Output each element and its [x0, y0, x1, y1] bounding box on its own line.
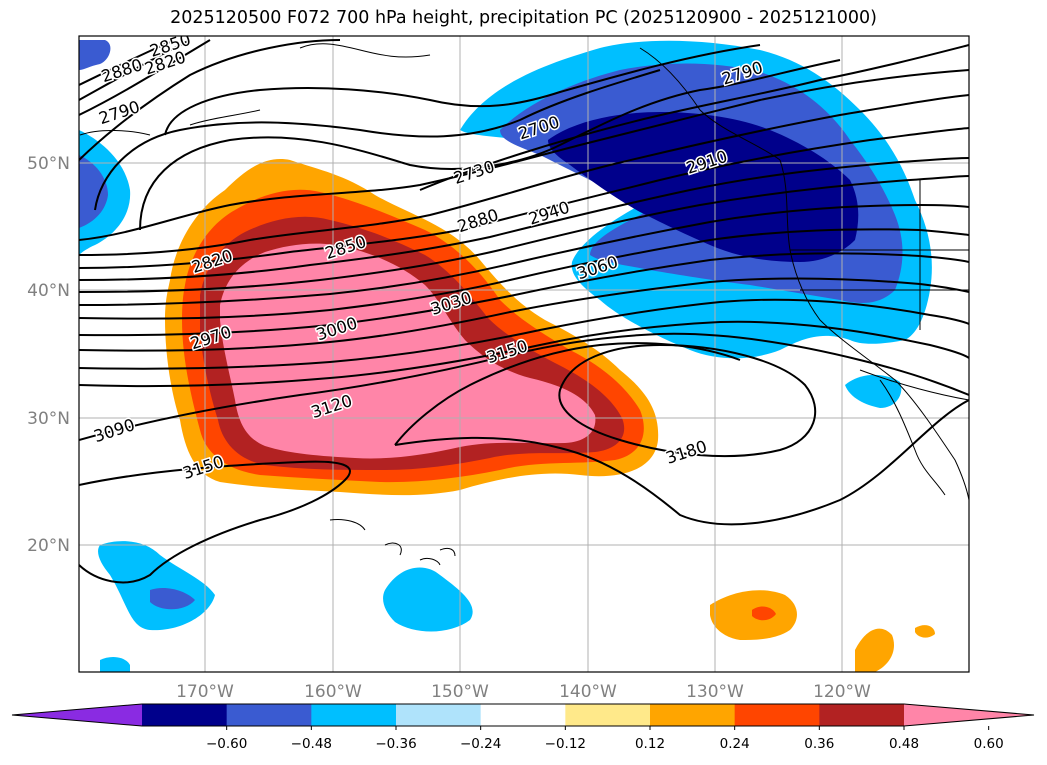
- colorbar-tick-label: −0.48: [291, 736, 332, 752]
- coastlines: [79, 43, 969, 566]
- colorbar-tick-label: 0.12: [635, 736, 665, 752]
- coast-hawaii: [329, 519, 456, 566]
- lat-label-40: 40°N: [27, 281, 70, 301]
- colorbar-tick-label: 0.60: [974, 736, 1004, 752]
- lon-label-140w: 140°W: [559, 682, 617, 702]
- precip-neg-baja: [845, 374, 902, 408]
- contour-3120: [79, 332, 969, 441]
- colorbar-segment: [480, 704, 566, 726]
- lon-label-170w: 170°W: [176, 682, 234, 702]
- contour-2880-nw: [79, 41, 171, 86]
- contour-2790-nw: [79, 39, 341, 161]
- precip-neg-sw1: [98, 541, 215, 631]
- colorbar-tick-label: −0.60: [206, 736, 247, 752]
- precip-neg-nw: [79, 40, 111, 70]
- precip-pos-se2: [855, 628, 895, 672]
- colorbar-segment: [565, 704, 651, 726]
- map-title: 2025120500 F072 700 hPa height, precipit…: [170, 8, 877, 28]
- contour-2970-mid: [79, 228, 969, 320]
- colorbar-tick-label: −0.12: [545, 736, 586, 752]
- colorbar-tick-label: −0.24: [460, 736, 501, 752]
- lat-label-30: 30°N: [27, 409, 70, 429]
- precip-neg-sw3: [100, 657, 130, 672]
- coast-baja: [879, 379, 946, 496]
- colorbar-tick-label: 0.48: [889, 736, 919, 752]
- precip-neg-w2: [79, 155, 108, 228]
- colorbar-segment: [819, 704, 905, 726]
- precip-pos-se1b: [752, 606, 776, 621]
- lon-label-150w: 150°W: [431, 682, 489, 702]
- colorbar: −0.60 −0.48 −0.36 −0.24 −0.12 0.12 0.24 0.36 0.4…: [11, 703, 1035, 752]
- contour-3090: [79, 320, 969, 388]
- colorbar-segment: [734, 704, 820, 726]
- contour-2910-mid: [79, 175, 969, 293]
- precip-pos-pink: [220, 243, 596, 459]
- lat-label-50: 50°N: [27, 154, 70, 174]
- contour-3030-mid: [79, 277, 969, 352]
- contour-3000-mid: [79, 252, 969, 337]
- height-contours: [79, 39, 969, 584]
- state-borders: [790, 180, 969, 401]
- contour-2790-e: [419, 44, 969, 191]
- precip-neg-sw2: [383, 567, 473, 632]
- contour-3060-mid: [79, 298, 969, 370]
- contour-2820-mid: [79, 94, 969, 256]
- colorbar-segment: [311, 704, 397, 726]
- coast-aleutians: [79, 43, 431, 136]
- colorbar-segment: [226, 704, 312, 726]
- colorbar-extend-low: [12, 704, 142, 726]
- contour-3180: [558, 343, 817, 458]
- lon-label-130w: 130°W: [686, 682, 744, 702]
- map-frame: [78, 35, 970, 673]
- contour-2880-mid: [79, 157, 969, 281]
- contour-low-3: [164, 44, 761, 136]
- lat-label-20: 20°N: [27, 536, 70, 556]
- colorbar-tick-label: −0.36: [375, 736, 416, 752]
- contour-2940-mid: [79, 203, 969, 306]
- longitude-labels: 170°W 160°W 150°W 140°W 130°W 120°W: [176, 682, 871, 702]
- colorbar-tick-label: 0.24: [720, 736, 750, 752]
- contour-2730: [79, 69, 969, 241]
- colorbar-segment: [396, 704, 482, 726]
- colorbar-segment: [650, 704, 736, 726]
- contour-2820-nw: [79, 39, 211, 116]
- coast-northamerica: [779, 159, 969, 501]
- colorbar-segment: [142, 704, 228, 726]
- contour-2850-mid: [79, 127, 969, 269]
- latitude-labels: 50°N 40°N 30°N 20°N: [27, 154, 70, 556]
- colorbar-extend-high: [904, 704, 1034, 726]
- precip-pos-se3: [915, 625, 935, 638]
- coast-alaska: [639, 47, 781, 161]
- contour-2850-nw: [79, 39, 191, 101]
- precip-neg-sw1b: [150, 588, 195, 610]
- colorbar-tick-label: 0.36: [804, 736, 834, 752]
- contour-3150: [79, 460, 351, 584]
- colorbar-outline: [11, 703, 1035, 727]
- lon-label-120w: 120°W: [813, 682, 871, 702]
- lon-label-160w: 160°W: [304, 682, 362, 702]
- contour-low-1: [94, 69, 661, 211]
- contour-3180-ext: [394, 399, 969, 526]
